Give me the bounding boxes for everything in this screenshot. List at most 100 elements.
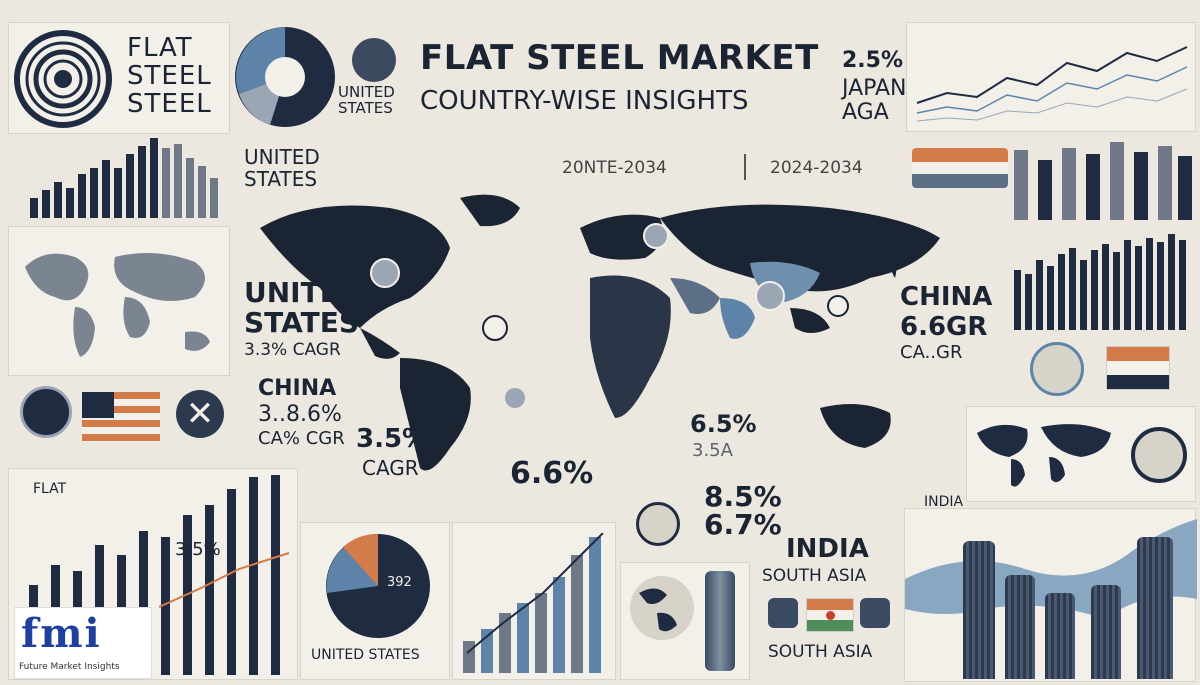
pie-panel: 392 UNITED STATES bbox=[300, 522, 450, 680]
bar bbox=[114, 168, 122, 218]
flag-icon-right bbox=[1106, 346, 1170, 390]
bar bbox=[1058, 254, 1065, 330]
cylinder-2 bbox=[1005, 575, 1035, 679]
left-map-panel bbox=[8, 226, 230, 376]
bar bbox=[249, 477, 258, 675]
cylinder-4 bbox=[1091, 585, 1121, 679]
bar bbox=[1110, 142, 1124, 220]
fmi-logo-letters: fmi bbox=[21, 610, 102, 657]
bar bbox=[1025, 274, 1032, 330]
bar bbox=[1168, 234, 1175, 330]
india-flag-right bbox=[912, 148, 1008, 188]
center-bar-chart bbox=[463, 533, 613, 673]
us-cagr: 3.3% CAGR bbox=[244, 340, 341, 360]
page-subtitle: COUNTRY-WISE INSIGHTS bbox=[420, 86, 749, 116]
period-right: 2024-2034 bbox=[770, 158, 863, 178]
radial-target-icon bbox=[14, 30, 112, 128]
period-divider bbox=[744, 154, 746, 180]
pie-value: 392 bbox=[387, 575, 412, 590]
bar bbox=[571, 555, 583, 673]
bar bbox=[1124, 240, 1131, 330]
bar bbox=[1135, 246, 1142, 330]
us-badge bbox=[352, 38, 396, 82]
flat-small-label: FLAT bbox=[33, 481, 67, 497]
donut-chart bbox=[235, 27, 335, 127]
bar bbox=[1014, 270, 1021, 330]
x-circle-icon bbox=[176, 390, 224, 438]
south-asia-label-2: SOUTH ASIA bbox=[768, 642, 873, 662]
cylinder-5 bbox=[1137, 537, 1173, 679]
bar bbox=[1086, 154, 1100, 220]
line-chart-top-right bbox=[916, 46, 1188, 122]
pie-chart bbox=[326, 533, 430, 638]
bar bbox=[1014, 150, 1028, 220]
bar bbox=[162, 148, 170, 218]
aga-label: AGA bbox=[842, 100, 889, 125]
bar bbox=[30, 198, 38, 218]
pct-65: 6.5% bbox=[690, 410, 757, 438]
world-map bbox=[260, 194, 940, 471]
india-small-label: INDIA bbox=[924, 494, 964, 510]
china-right-line2: 6.6GR bbox=[900, 312, 988, 342]
bar bbox=[1102, 244, 1109, 330]
chip-icon-right bbox=[860, 598, 890, 628]
x-mark-icon: ✕ bbox=[185, 394, 215, 434]
bar bbox=[1158, 146, 1172, 220]
wheel-icon bbox=[1131, 427, 1187, 483]
bottom-us-label: UNITED STATES bbox=[311, 647, 420, 663]
center-map-panel bbox=[620, 562, 750, 680]
top-left-panel: FLAT STEEL STEEL bbox=[8, 22, 230, 134]
right-world-map bbox=[977, 424, 1111, 487]
bar bbox=[1146, 238, 1153, 330]
fan-icon bbox=[1030, 342, 1084, 396]
bar bbox=[1113, 252, 1120, 330]
bar bbox=[42, 190, 50, 218]
pct-66: 6.6% bbox=[510, 456, 594, 491]
center-bar-panel bbox=[452, 522, 616, 680]
right-map-panel bbox=[966, 406, 1196, 502]
bar bbox=[1178, 156, 1192, 220]
right-top-bar-chart bbox=[1014, 138, 1194, 220]
bar bbox=[1038, 160, 1052, 220]
china-left-line1: CHINA bbox=[258, 376, 337, 401]
fmi-logo: fmi Future Market Insights bbox=[14, 607, 152, 679]
india-big-label: INDIA bbox=[786, 534, 869, 564]
compass-icon bbox=[636, 502, 680, 546]
bar bbox=[138, 146, 146, 218]
south-asia-label-1: SOUTH ASIA bbox=[762, 566, 867, 586]
bar bbox=[126, 154, 134, 218]
bar bbox=[227, 489, 236, 675]
fmi-logo-caption: Future Market Insights bbox=[19, 662, 120, 672]
bar bbox=[198, 166, 206, 218]
bar bbox=[535, 593, 547, 673]
bar bbox=[553, 577, 565, 673]
bar bbox=[1080, 260, 1087, 330]
bar bbox=[161, 537, 170, 675]
india-flag-icon bbox=[806, 598, 854, 632]
bar bbox=[90, 168, 98, 218]
pct-65-sub: 3.5A bbox=[692, 440, 733, 461]
china-left-line3: CA% CGR bbox=[258, 428, 345, 449]
period-left: 20NTE-2034 bbox=[562, 158, 667, 178]
cylinder-3 bbox=[1045, 593, 1075, 679]
bar bbox=[210, 178, 218, 218]
small-world-map bbox=[630, 576, 694, 640]
japan-label: JAPAN bbox=[842, 76, 907, 101]
bar bbox=[1069, 248, 1076, 330]
bar bbox=[1091, 250, 1098, 330]
bar bbox=[54, 182, 62, 218]
top-left-steel-2: STEEL bbox=[127, 89, 212, 119]
china-left-line2: 3..8.6% bbox=[258, 402, 342, 427]
us-flag-icon bbox=[82, 392, 160, 442]
world-map-small bbox=[25, 253, 210, 357]
bar bbox=[139, 531, 148, 675]
bar bbox=[1157, 242, 1164, 330]
cagr-word: CAGR bbox=[362, 456, 419, 480]
pct-67: 6.7% bbox=[704, 508, 782, 541]
bar bbox=[66, 188, 74, 218]
right-mid-bar-chart bbox=[1014, 232, 1196, 330]
center-trend-line bbox=[466, 533, 604, 654]
cylinder-1 bbox=[963, 541, 995, 679]
chip-icon-left bbox=[768, 598, 798, 628]
bar bbox=[1062, 148, 1076, 220]
